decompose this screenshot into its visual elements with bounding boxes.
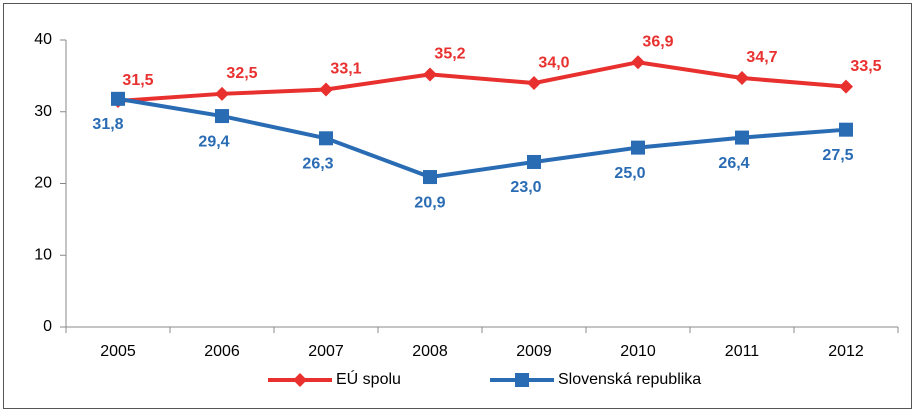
data-label: 34,0 [538,54,569,71]
y-tick-label: 30 [34,103,52,120]
data-label: 36,9 [642,33,673,50]
legend-label: Slovenská republika [558,371,701,388]
y-tick-label: 0 [43,318,52,335]
data-label: 26,3 [302,156,333,173]
x-tick-label: 2010 [620,343,656,360]
series-line [117,60,847,103]
chart-frame [3,3,912,409]
data-point [319,131,333,146]
data-label: 35,2 [434,46,465,63]
data-label: 33,5 [850,58,881,75]
data-label: 33,1 [330,61,361,78]
data-point [839,79,853,94]
data-label: 31,8 [92,116,123,133]
data-label: 26,4 [718,155,749,172]
x-tick-label: 2008 [412,343,448,360]
y-tick-label: 10 [34,246,52,263]
data-label: 27,5 [822,147,853,164]
data-label: 20,9 [414,194,445,211]
x-tick-label: 2009 [516,343,552,360]
x-tick-label: 2006 [204,343,240,360]
legend-marker [293,373,307,387]
x-tick-label: 2007 [308,343,344,360]
data-label: 31,5 [122,72,153,89]
data-point [423,170,437,185]
data-point [631,140,645,155]
data-point [527,76,541,91]
y-tick-label: 40 [34,31,52,48]
legend-marker [515,373,529,387]
legend-label: EÚ spolu [336,369,401,388]
x-tick-label: 2005 [100,343,136,360]
data-label: 34,7 [746,49,777,66]
data-point [735,71,749,86]
data-point [215,86,229,101]
data-label: 29,4 [198,133,229,150]
series-line [117,96,847,180]
data-label: 25,0 [614,165,645,182]
data-point [735,130,749,145]
data-point [215,109,229,124]
data-point [423,67,437,82]
data-point [839,122,853,137]
data-point [111,91,125,106]
data-point [631,55,645,70]
data-point [527,154,541,169]
x-tick-label: 2012 [828,343,864,360]
data-point [319,82,333,97]
x-tick-label: 2011 [725,343,760,360]
data-label: 32,5 [226,65,257,82]
y-tick-label: 20 [34,175,52,192]
data-label: 23,0 [510,179,541,196]
